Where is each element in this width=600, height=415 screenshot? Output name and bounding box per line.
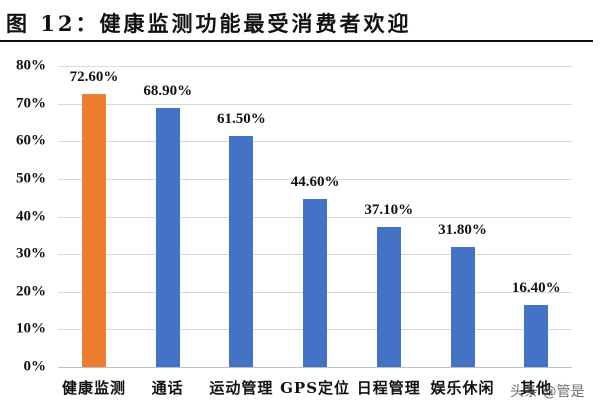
bar bbox=[376, 227, 401, 367]
bar bbox=[82, 93, 106, 367]
bar-value-label: 72.60% bbox=[69, 68, 119, 85]
x-category-label: 日程管理 bbox=[356, 379, 421, 397]
y-tick-label: 50% bbox=[16, 170, 46, 187]
y-tick-label: 20% bbox=[16, 283, 46, 300]
bar-value-label: 31.80% bbox=[438, 222, 487, 239]
y-tick-label: 10% bbox=[16, 320, 46, 337]
y-tick-label: 0% bbox=[23, 358, 47, 375]
gridline bbox=[58, 66, 572, 67]
gridline bbox=[58, 103, 572, 105]
x-category-label: 健康监测 bbox=[61, 379, 126, 397]
watermark: 头条 @管是 bbox=[510, 384, 585, 400]
bar bbox=[450, 247, 475, 367]
bar-value-label: 44.60% bbox=[290, 174, 340, 191]
x-category-label: 其他 bbox=[520, 379, 553, 397]
x-category-label: 通话 bbox=[151, 379, 184, 397]
gridline bbox=[58, 178, 572, 180]
y-tick-label: 60% bbox=[16, 132, 46, 149]
x-category-label: 娱乐休闲 bbox=[430, 379, 495, 397]
bar-value-label: 16.40% bbox=[511, 280, 561, 297]
y-tick-label: 30% bbox=[16, 245, 46, 262]
bar bbox=[155, 107, 180, 367]
y-tick-label: 40% bbox=[16, 208, 46, 224]
bar-value-label: 37.10% bbox=[364, 202, 414, 219]
y-tick-label: 70% bbox=[16, 95, 46, 112]
bar bbox=[524, 305, 549, 367]
x-category-label: GPS定位 bbox=[280, 379, 351, 397]
gridline bbox=[58, 141, 572, 143]
title-underline bbox=[0, 40, 593, 42]
bar-value-label: 68.90% bbox=[143, 82, 193, 99]
bar-value-label: 61.50% bbox=[217, 110, 266, 127]
gridline bbox=[58, 367, 572, 368]
x-category-label: 运动管理 bbox=[209, 379, 274, 397]
y-tick-label: 80% bbox=[16, 57, 46, 74]
chart-title: 图 12：健康监测功能最受消费者欢迎 bbox=[6, 11, 412, 36]
bar bbox=[229, 135, 254, 367]
bar bbox=[303, 199, 328, 367]
